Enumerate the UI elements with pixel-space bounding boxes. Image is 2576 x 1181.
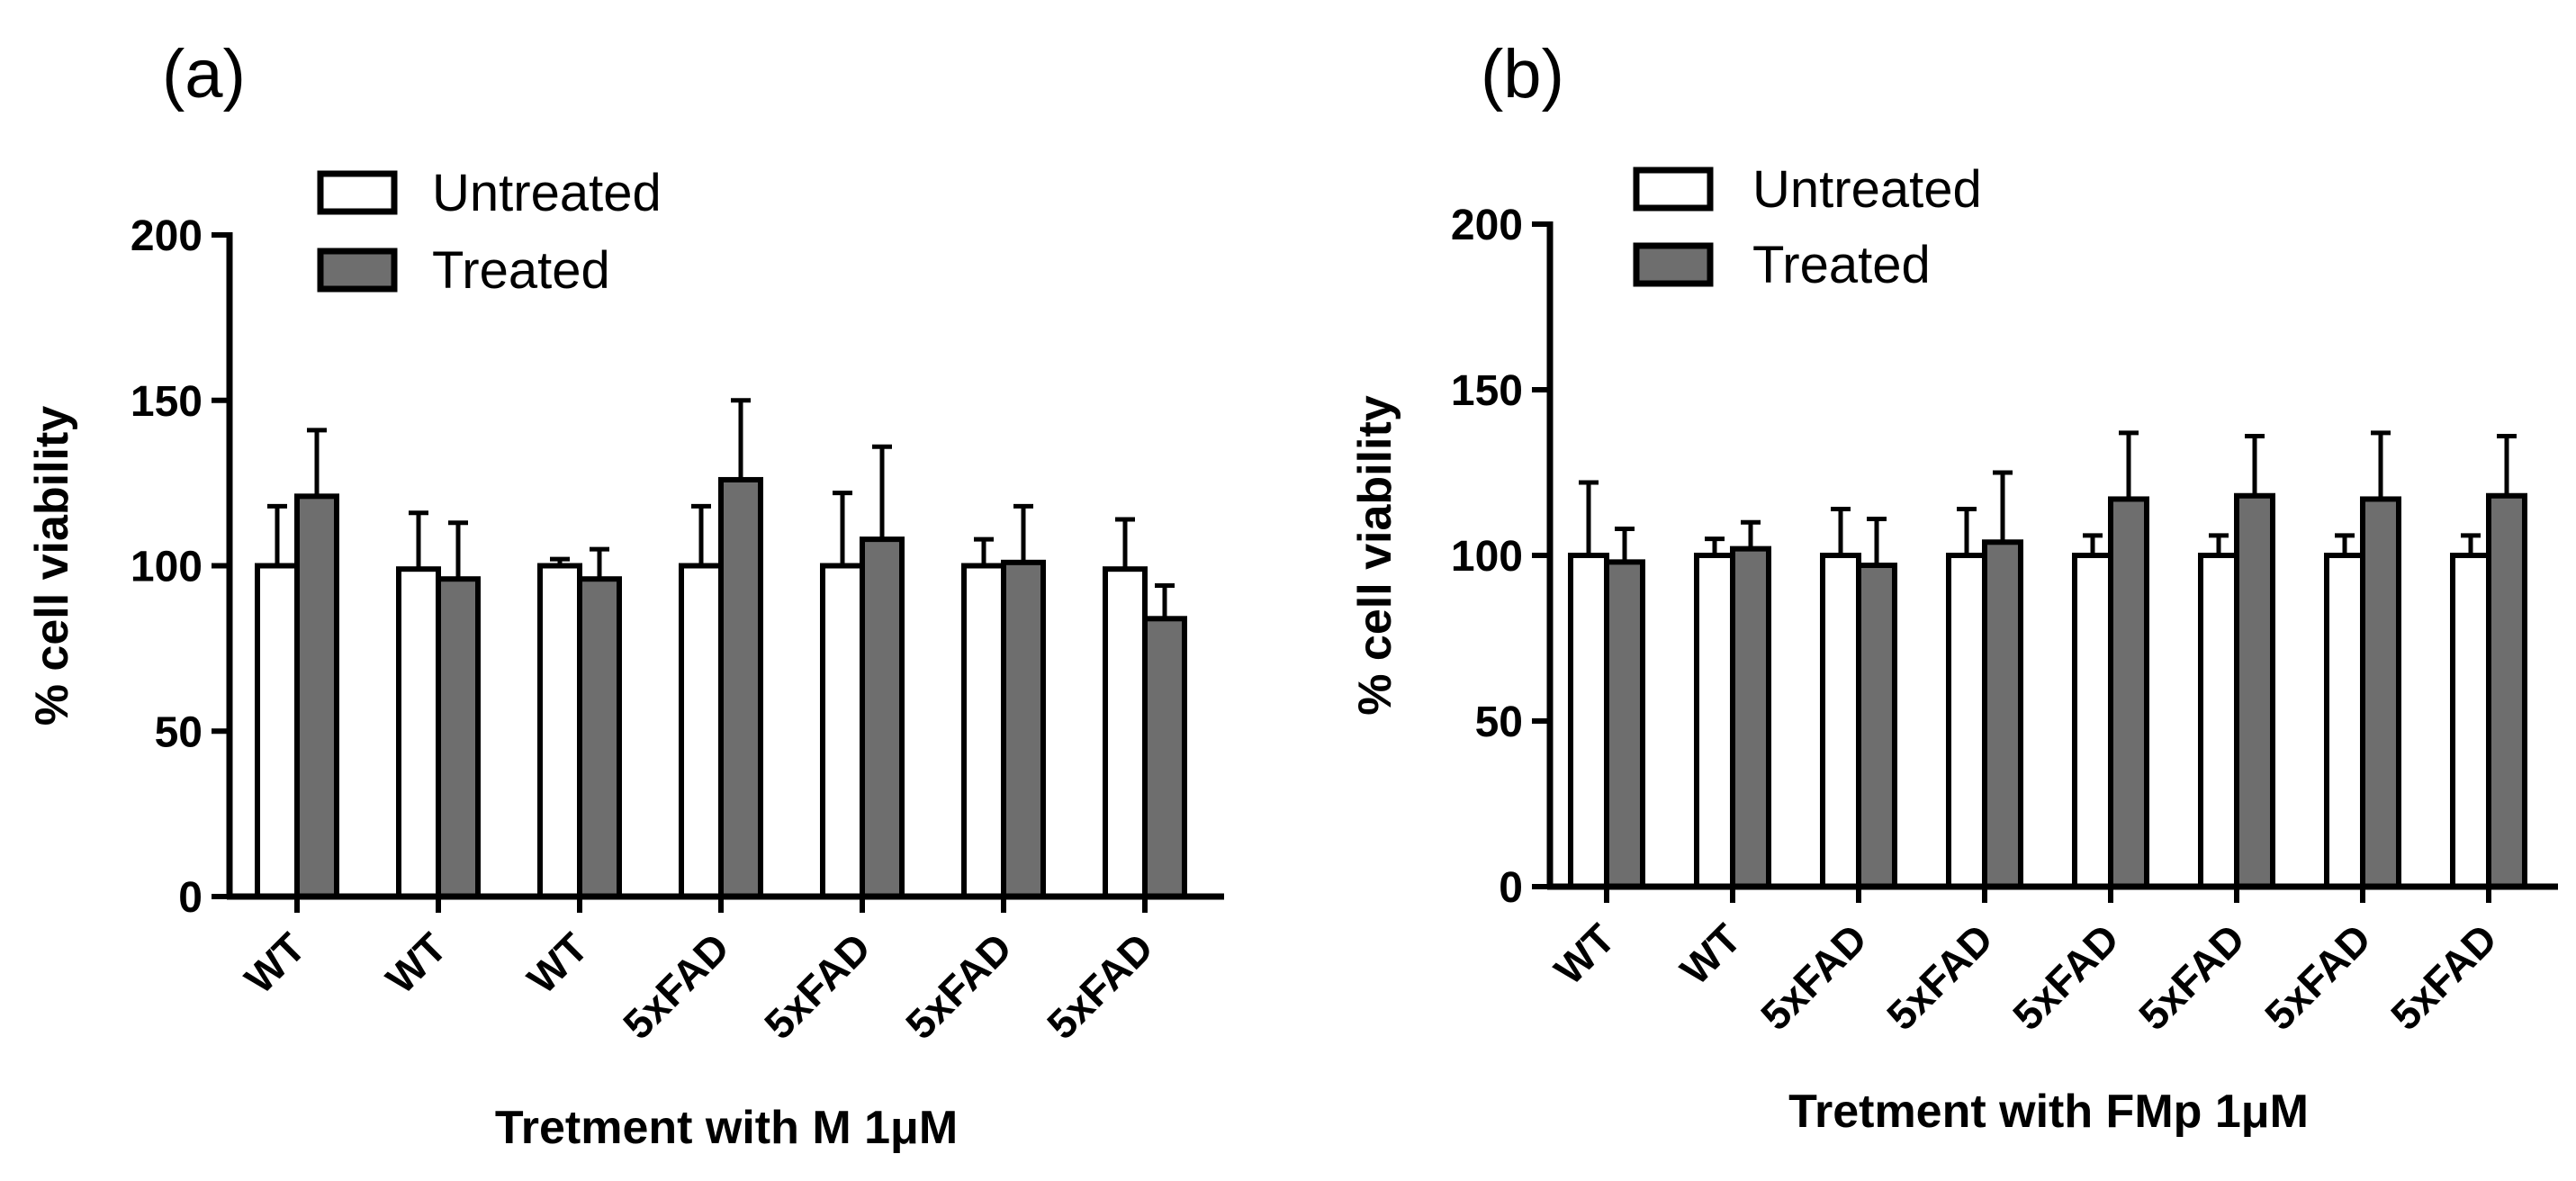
bar-untreated <box>2324 553 2365 889</box>
bar-treated <box>860 536 905 899</box>
bar-treated <box>718 476 763 899</box>
y-tick-label: 100 <box>131 544 203 591</box>
bar-untreated <box>537 563 582 899</box>
bar-untreated <box>1103 566 1148 899</box>
legend-label-treated: Treated <box>1752 236 1931 294</box>
x-tick-label: WT <box>236 924 314 1002</box>
bar-treated <box>294 493 339 899</box>
bar-untreated <box>1946 553 1987 889</box>
y-tick-label: 50 <box>155 708 203 756</box>
x-tick-label: WT <box>518 924 597 1002</box>
x-tick-label: 5xFAD <box>2382 915 2506 1039</box>
bar-treated <box>1001 559 1046 899</box>
bar-treated <box>2486 492 2527 889</box>
x-tick-label: WT <box>1671 915 1750 993</box>
bar-untreated <box>255 563 300 899</box>
bar-treated <box>436 576 481 899</box>
x-tick-label: 5xFAD <box>896 924 1021 1048</box>
y-tick-label: 150 <box>1451 367 1523 415</box>
bar-untreated <box>1568 553 1609 889</box>
bar-treated <box>2234 492 2275 889</box>
x-tick-label: 5xFAD <box>755 924 879 1048</box>
y-tick-label: 0 <box>1499 864 1523 912</box>
bar-untreated <box>1820 553 1861 889</box>
legend-label-treated: Treated <box>432 241 610 300</box>
y-tick-label: 200 <box>131 212 203 260</box>
bar-treated <box>1604 559 1645 889</box>
y-tick-label: 100 <box>1451 533 1523 581</box>
legend-swatch-untreated <box>317 170 398 215</box>
bar-untreated <box>2072 553 2113 889</box>
bar-treated <box>1730 545 1771 889</box>
y-tick-label: 50 <box>1475 699 1523 746</box>
y-tick-label: 0 <box>178 874 203 922</box>
bar-treated <box>1142 616 1187 899</box>
bar-treated <box>2360 496 2401 889</box>
x-tick-label: WT <box>1545 915 1624 993</box>
legend-swatch-treated <box>317 248 398 293</box>
x-tick-label: WT <box>377 924 455 1002</box>
y-axis-title: % cell viability <box>26 406 78 726</box>
bar-untreated <box>2198 553 2239 889</box>
x-axis-title: Tretment with FMp 1μM <box>1788 1086 2309 1138</box>
x-tick-label: 5xFAD <box>2130 915 2254 1039</box>
x-tick-label: 5xFAD <box>1878 915 2002 1039</box>
legend-swatch-untreated <box>1633 167 1714 212</box>
bar-treated <box>2108 496 2149 889</box>
panel-label: (b) <box>1481 36 1564 113</box>
bar-treated <box>1982 539 2023 890</box>
x-tick-label: 5xFAD <box>1038 924 1162 1048</box>
bar-untreated <box>961 563 1006 899</box>
bar-untreated <box>679 563 724 899</box>
legend-label-untreated: Untreated <box>1752 160 1982 219</box>
bar-treated <box>1856 563 1897 889</box>
x-tick-label: 5xFAD <box>2256 915 2380 1039</box>
x-tick-label: 5xFAD <box>2004 915 2128 1039</box>
bar-treated <box>577 576 622 899</box>
legend-swatch-treated <box>1633 242 1714 287</box>
bar-untreated <box>1694 553 1735 889</box>
y-axis-title: % cell viability <box>1349 395 1401 716</box>
x-axis-title: Tretment with M 1μM <box>495 1102 958 1154</box>
legend-label-untreated: Untreated <box>432 164 662 222</box>
x-tick-label: 5xFAD <box>1752 915 1876 1039</box>
panel-label: (a) <box>162 36 246 113</box>
y-tick-label: 150 <box>131 378 203 426</box>
bar-untreated <box>2450 553 2491 889</box>
x-tick-label: 5xFAD <box>614 924 738 1048</box>
bar-untreated <box>820 563 865 899</box>
y-tick-label: 200 <box>1451 202 1523 249</box>
bar-untreated <box>396 566 441 899</box>
